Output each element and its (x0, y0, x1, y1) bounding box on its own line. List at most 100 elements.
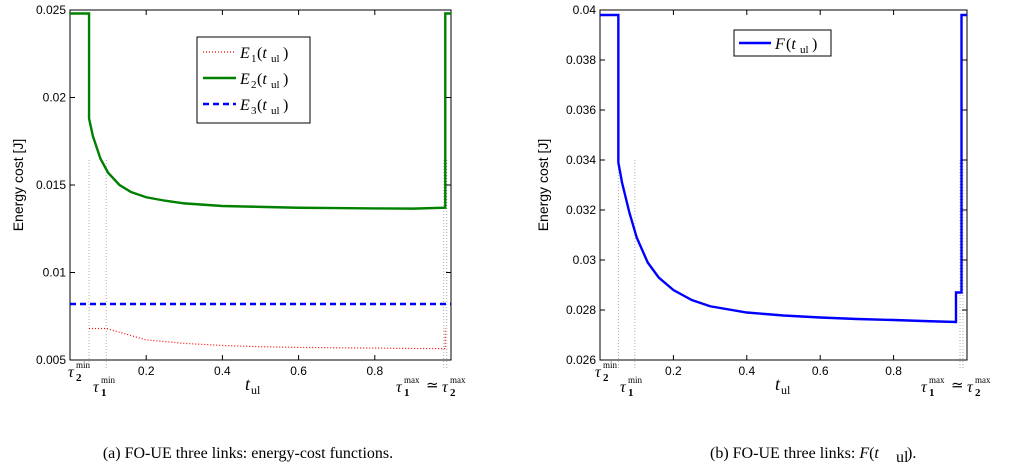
marker-label-tau-max-a: τ 1 max ≃ τ 2 max (396, 375, 466, 399)
marker-label-tau-max-b: τ 1 max ≃ τ 2 max (921, 375, 991, 399)
svg-text:2: 2 (76, 372, 82, 384)
x-axis-label-b: t ul (775, 374, 791, 397)
svg-text:3: 3 (251, 105, 257, 117)
svg-text:τ: τ (967, 379, 974, 396)
chart-panel-a: 0.005 0.01 0.015 0.02 0.025 0.2 0.4 0.6 0.8 Ene… (10, 3, 466, 462)
x-ticks-b: 0.2 0.4 0.6 0.8 (665, 10, 902, 378)
svg-text:(b) FO-UE three links: F(t: (b) FO-UE three links: F(t (710, 445, 879, 462)
svg-text:F: F (774, 36, 785, 53)
svg-text:min: min (603, 360, 618, 370)
svg-text:≃: ≃ (426, 378, 439, 394)
x-axis-label-a: t ul (245, 374, 261, 397)
y-ticks-a: 0.005 0.01 0.015 0.02 0.025 (36, 3, 451, 367)
svg-text:): ) (283, 71, 288, 88)
x-tick-label: 0.4 (214, 364, 231, 378)
svg-text:τ: τ (396, 379, 403, 396)
legend-b: F (t ul ) (733, 29, 832, 57)
svg-text:min: min (76, 360, 91, 370)
svg-text:2: 2 (603, 372, 609, 384)
svg-text:E: E (239, 71, 250, 88)
svg-text:1: 1 (404, 387, 410, 399)
x-tick-label: 0.2 (138, 364, 155, 378)
x-ticks-a: 0.2 0.4 0.6 0.8 (138, 10, 383, 378)
svg-text:ul: ul (251, 383, 261, 397)
svg-text:).: ). (907, 445, 916, 462)
svg-text:τ: τ (68, 364, 75, 381)
series-line-b-0 (600, 13, 967, 324)
legend-label-e1: E 1 (t ul ) (239, 45, 288, 65)
svg-text:E: E (239, 97, 250, 114)
legend-label-f: F (t ul ) (774, 36, 817, 56)
svg-text:): ) (812, 36, 817, 53)
svg-text:1: 1 (101, 387, 107, 399)
x-tick-label: 0.6 (812, 364, 829, 378)
svg-text:ul: ul (271, 53, 280, 65)
y-tick-label: 0.015 (36, 178, 66, 192)
series-group-a (70, 12, 451, 350)
caption-a: (a) FO-UE three links: energy-cost funct… (103, 445, 393, 462)
svg-text:τ: τ (442, 379, 449, 396)
svg-text:ul: ul (781, 383, 791, 397)
svg-text:2: 2 (251, 79, 257, 91)
x-tick-label: 0.8 (885, 364, 902, 378)
series-group-b (600, 13, 967, 324)
svg-text:ul: ul (896, 449, 909, 466)
svg-text:(t: (t (257, 97, 267, 114)
svg-text:τ: τ (620, 379, 627, 396)
y-tick-label: 0.02 (43, 91, 67, 105)
svg-text:τ: τ (93, 379, 100, 396)
svg-text:τ: τ (595, 364, 602, 381)
y-tick-label: 0.036 (566, 103, 596, 117)
legend-label-e2: E 2 (t ul ) (239, 71, 288, 91)
y-ticks-b: 0.026 0.028 0.03 0.032 0.034 0.036 0.038 0.04 (566, 3, 967, 367)
marker-label-tau1-min-b: τ 1 min (620, 375, 643, 399)
svg-text:): ) (283, 97, 288, 114)
svg-text:max: max (404, 375, 420, 385)
svg-text:1: 1 (628, 387, 634, 399)
y-axis-label-b: Energy cost [J] (535, 139, 551, 232)
x-tick-label: 0.6 (290, 364, 307, 378)
y-tick-label: 0.01 (43, 266, 67, 280)
svg-text:2: 2 (450, 387, 456, 399)
marker-label-tau2-min-b: τ 2 min (595, 360, 618, 384)
y-tick-label: 0.03 (573, 253, 597, 267)
series-line-a-0 (89, 327, 446, 350)
reference-lines-b (617, 160, 964, 370)
y-tick-label: 0.034 (566, 153, 596, 167)
svg-text:≃: ≃ (951, 378, 964, 394)
y-tick-label: 0.005 (36, 353, 66, 367)
svg-text:t: t (245, 374, 251, 394)
svg-text:ul: ul (271, 79, 280, 91)
y-tick-label: 0.026 (566, 353, 596, 367)
svg-text:(t: (t (257, 71, 267, 88)
y-tick-label: 0.032 (566, 203, 596, 217)
y-tick-label: 0.038 (566, 53, 596, 67)
svg-text:(t: (t (786, 36, 796, 53)
svg-text:1: 1 (929, 387, 935, 399)
svg-text:min: min (628, 375, 643, 385)
svg-text:1: 1 (251, 53, 257, 65)
svg-text:(t: (t (257, 45, 267, 62)
chart-panel-b: 0.026 0.028 0.03 0.032 0.034 0.036 0.038 0.04 0… (535, 3, 991, 466)
svg-text:τ: τ (921, 379, 928, 396)
y-tick-label: 0.04 (573, 3, 597, 17)
legend-box-a (196, 36, 311, 124)
y-axis-label-a: Energy cost [J] (10, 139, 26, 232)
svg-text:min: min (101, 375, 116, 385)
series-line-a-1 (70, 12, 451, 210)
svg-text:2: 2 (975, 387, 981, 399)
x-tick-label: 0.8 (366, 364, 383, 378)
svg-text:t: t (775, 374, 781, 394)
svg-text:ul: ul (800, 44, 809, 56)
plot-area-b (599, 9, 968, 361)
svg-text:E: E (239, 45, 250, 62)
marker-label-tau2-min-a: τ 2 min (68, 360, 91, 384)
x-tick-label: 0.4 (738, 364, 755, 378)
y-tick-label: 0.025 (36, 3, 66, 17)
legend-a: E 1 (t ul ) E 2 (t ul ) E 3 (t ul ) (196, 36, 311, 124)
x-tick-label: 0.2 (665, 364, 682, 378)
svg-text:ul: ul (271, 105, 280, 117)
legend-label-e3: E 3 (t ul ) (239, 97, 288, 117)
y-tick-label: 0.028 (566, 303, 596, 317)
